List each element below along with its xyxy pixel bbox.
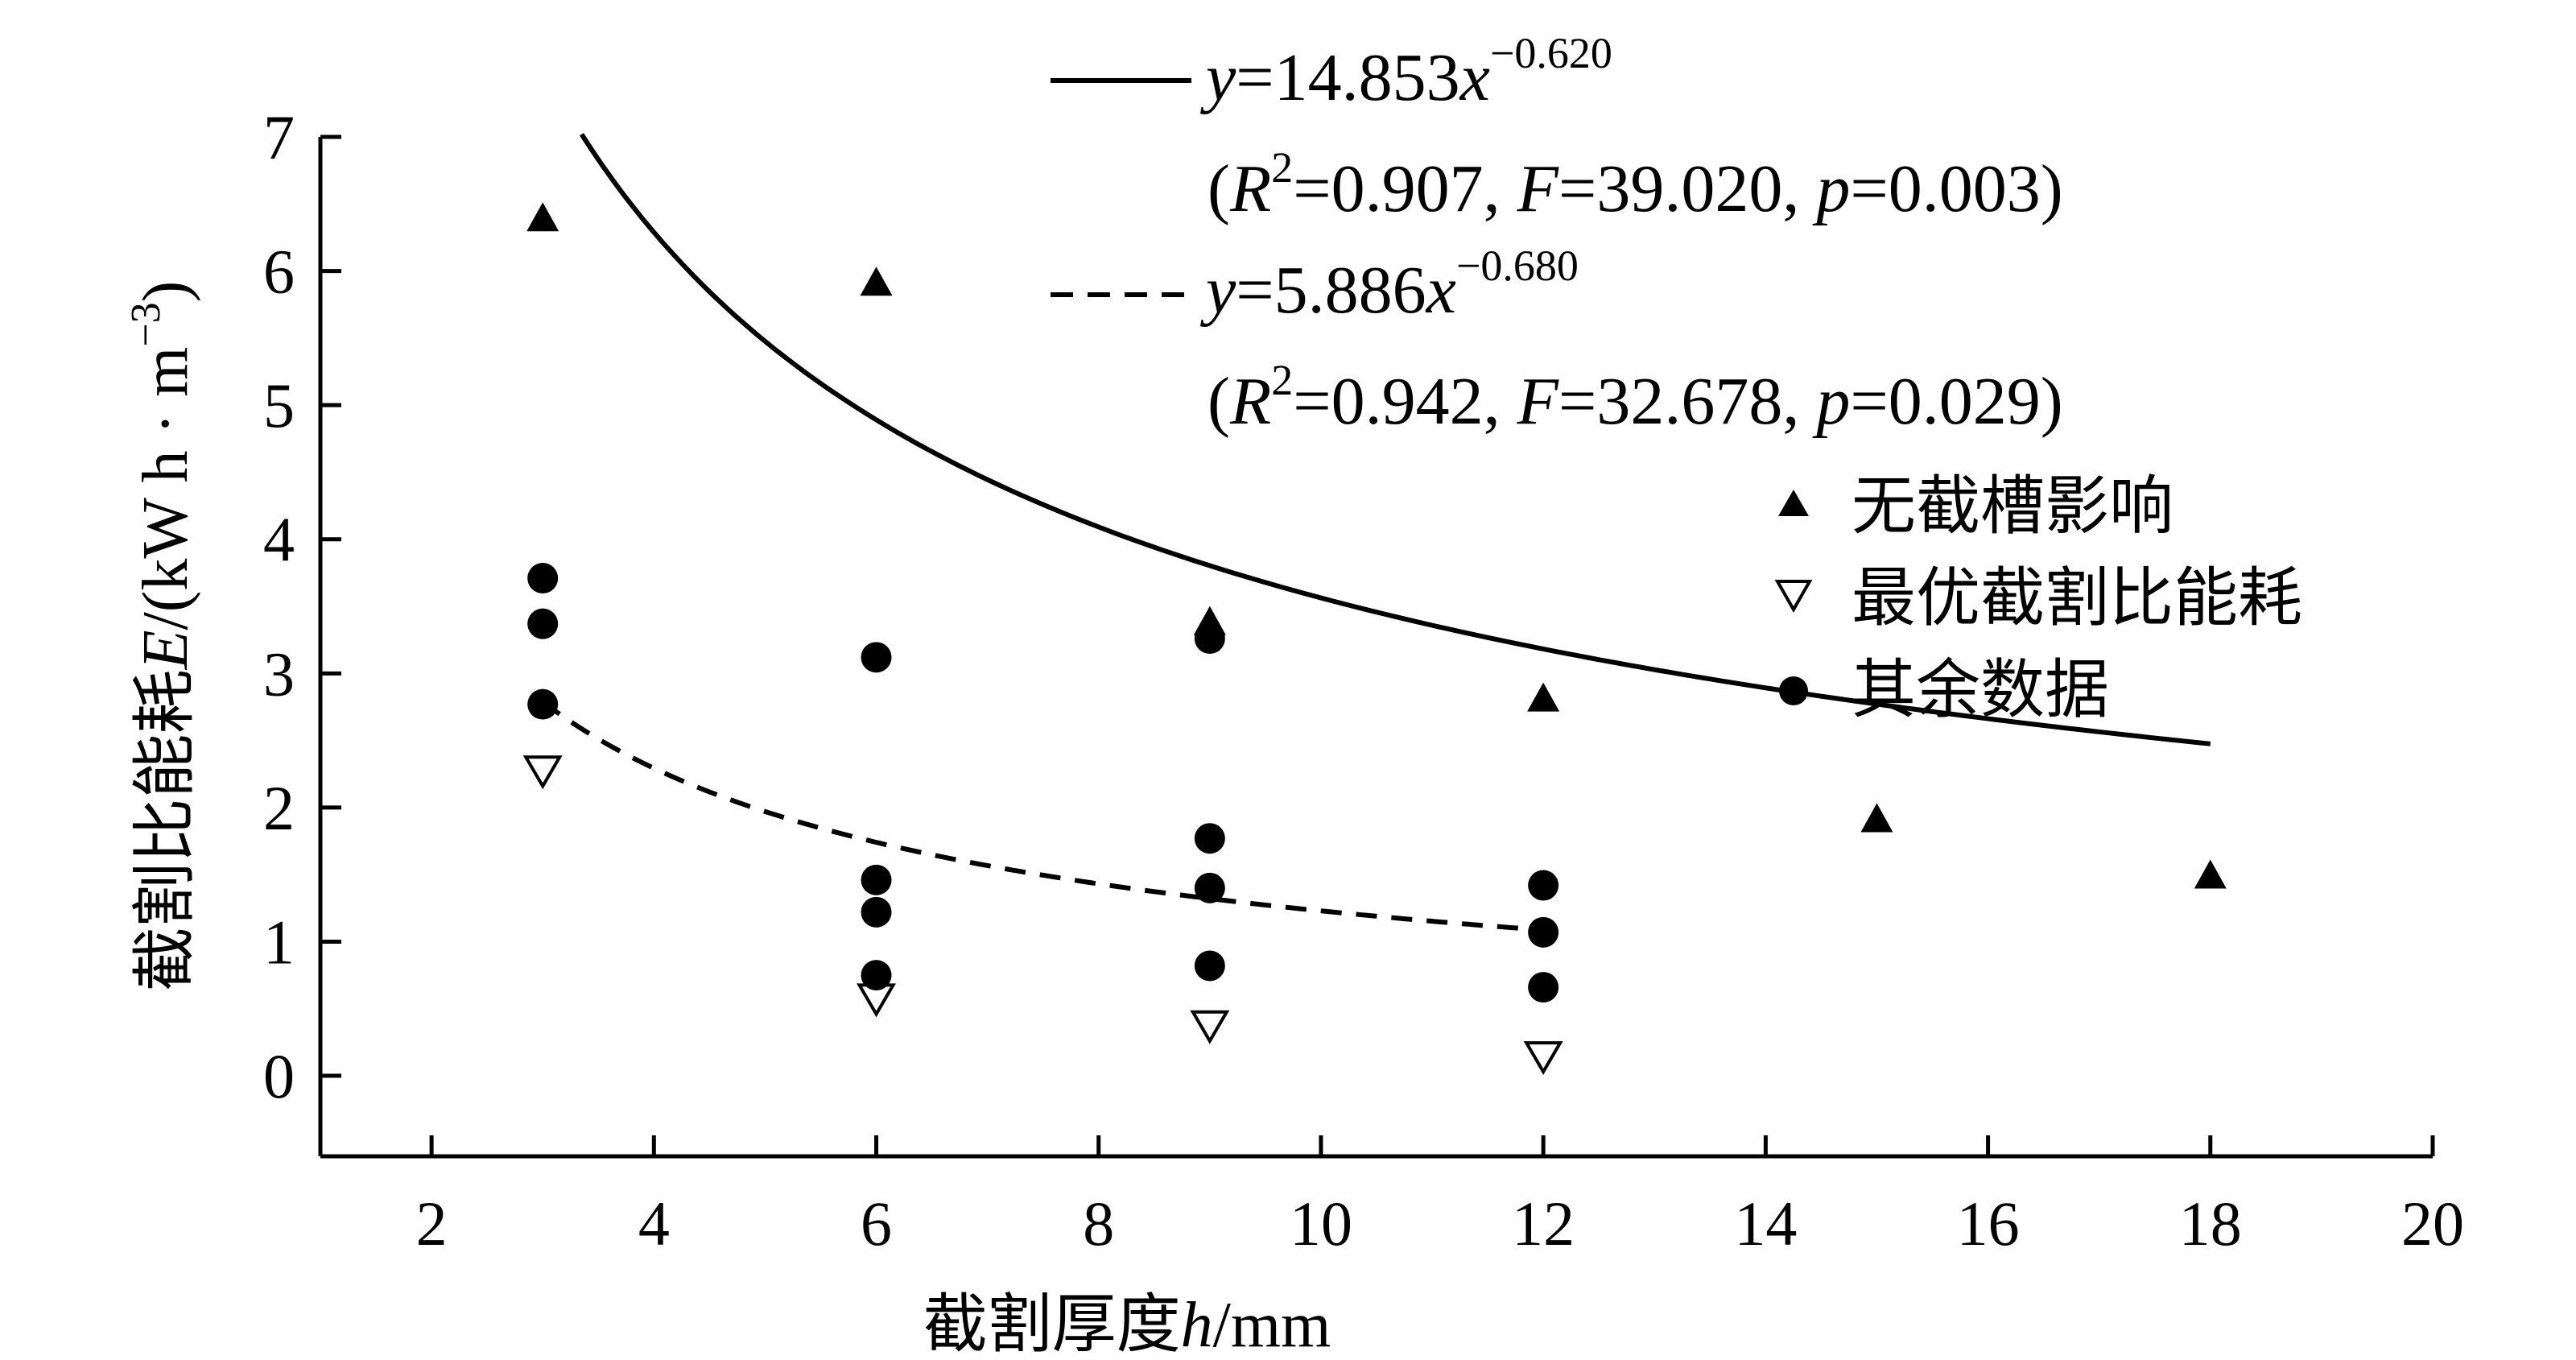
x-tick-label: 4 bbox=[638, 1188, 670, 1259]
y-tick-label: 3 bbox=[263, 639, 295, 709]
y-tick-label: 1 bbox=[263, 907, 295, 977]
data-point-triangle-down bbox=[522, 755, 563, 790]
legend-label-no-groove: 无截槽影响 bbox=[1852, 469, 2174, 544]
fit-stats-2: (R2=0.942, F=32.678, p=0.029) bbox=[1208, 356, 2063, 439]
x-tick-label: 20 bbox=[2401, 1188, 2464, 1259]
axes bbox=[318, 137, 2433, 1159]
x-tick-label: 2 bbox=[416, 1188, 448, 1259]
y-tick-label: 5 bbox=[263, 370, 295, 440]
x-tick-label: 12 bbox=[1512, 1188, 1575, 1259]
legend-circle-marker bbox=[1779, 676, 1808, 705]
data-point-circle bbox=[861, 642, 892, 673]
y-tick-label: 2 bbox=[263, 773, 295, 843]
data-point-circle bbox=[1528, 972, 1559, 1003]
legend-triangle-filled-marker bbox=[1778, 490, 1809, 516]
data-point-circle bbox=[527, 608, 559, 639]
data-point-circle bbox=[1194, 950, 1225, 982]
y-tick-label: 6 bbox=[263, 237, 295, 307]
legend-label-optimal: 最优截割比能耗 bbox=[1852, 560, 2302, 635]
legend-label-other: 其余数据 bbox=[1852, 652, 2109, 727]
y-tick-label: 4 bbox=[263, 505, 295, 575]
y-tick-label: 0 bbox=[263, 1041, 295, 1111]
data-point-triangle-up bbox=[1527, 682, 1560, 712]
legend-triangle-open-marker bbox=[1774, 580, 1813, 614]
y-axis-title: 截割比能耗E/(kW h · m−3) bbox=[123, 281, 202, 992]
marker-legend: 无截槽影响 最优截割比能耗 其余数据 bbox=[1774, 469, 2302, 727]
data-points bbox=[522, 202, 2227, 1076]
x-tick-label: 10 bbox=[1290, 1188, 1352, 1259]
y-ticks: 0 1 2 3 4 5 6 7 bbox=[263, 102, 341, 1111]
data-point-circle bbox=[861, 896, 892, 928]
data-point-triangle-down bbox=[1523, 1041, 1563, 1076]
fit-curve-solid bbox=[579, 133, 2211, 746]
data-point-triangle-up bbox=[526, 202, 559, 232]
data-point-circle bbox=[861, 960, 892, 991]
x-tick-label: 8 bbox=[1083, 1188, 1114, 1259]
x-ticks: 2 4 6 8 10 12 14 16 18 20 bbox=[416, 1135, 2464, 1259]
data-point-circle bbox=[1194, 823, 1225, 854]
data-point-circle bbox=[861, 864, 892, 895]
fit-stats-1: (R2=0.907, F=39.020, p=0.003) bbox=[1208, 143, 2063, 226]
fit-equation-2: y=5.886x−0.680 bbox=[1199, 242, 1579, 328]
data-point-circle bbox=[1194, 623, 1225, 655]
data-point-circle bbox=[1528, 916, 1559, 948]
x-tick-label: 14 bbox=[1734, 1188, 1797, 1259]
fit-equation-1: y=14.853x−0.620 bbox=[1199, 29, 1612, 115]
fit-curve-dashed bbox=[541, 700, 1544, 933]
x-axis-title: 截割厚度h/mm bbox=[923, 1287, 1331, 1360]
x-tick-label: 6 bbox=[861, 1188, 892, 1259]
x-tick-label: 16 bbox=[1957, 1188, 2020, 1259]
fit-legend: y=14.853x−0.620 (R2=0.907, F=39.020, p=0… bbox=[1051, 29, 2063, 439]
x-tick-label: 18 bbox=[2179, 1188, 2242, 1259]
data-point-circle bbox=[527, 563, 559, 594]
data-point-circle bbox=[1528, 870, 1559, 901]
data-point-circle bbox=[1194, 872, 1225, 903]
data-point-circle bbox=[527, 688, 559, 720]
data-point-triangle-down bbox=[1190, 1010, 1230, 1044]
fit-curves bbox=[541, 133, 2211, 933]
data-point-triangle-up bbox=[2194, 859, 2227, 889]
data-point-triangle-up bbox=[1860, 803, 1893, 833]
data-point-triangle-up bbox=[860, 267, 893, 296]
y-tick-label: 7 bbox=[263, 102, 295, 172]
